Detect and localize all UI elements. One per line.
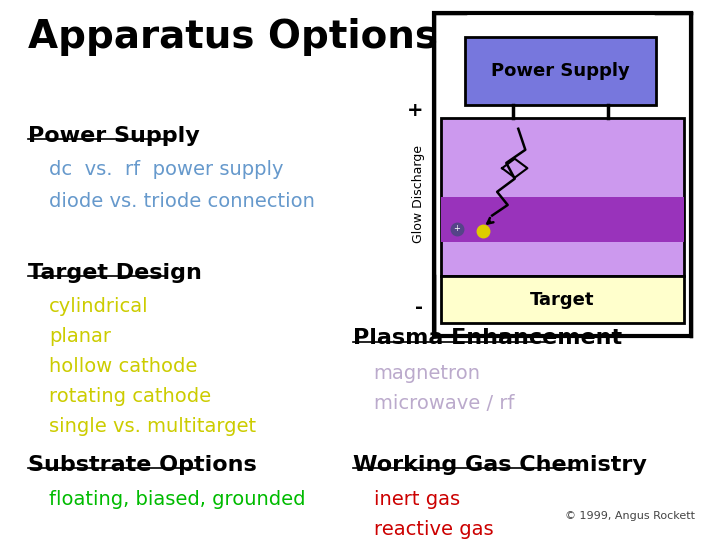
Text: diode vs. triode connection: diode vs. triode connection	[50, 192, 315, 211]
Text: magnetron: magnetron	[374, 364, 481, 383]
Text: Plasma Enhancement: Plasma Enhancement	[353, 328, 621, 348]
Text: hollow cathode: hollow cathode	[50, 357, 198, 376]
FancyBboxPatch shape	[441, 276, 684, 323]
Text: microwave / rf: microwave / rf	[374, 394, 514, 413]
Text: inert gas: inert gas	[374, 490, 460, 509]
Text: Target Design: Target Design	[28, 263, 202, 283]
FancyBboxPatch shape	[441, 118, 684, 276]
Text: Target: Target	[530, 291, 595, 308]
Text: -: -	[415, 298, 423, 317]
Text: Glow Discharge: Glow Discharge	[412, 145, 425, 244]
Text: © 1999, Angus Rockett: © 1999, Angus Rockett	[564, 511, 695, 521]
Text: single vs. multitarget: single vs. multitarget	[50, 417, 256, 436]
Text: planar: planar	[50, 327, 112, 346]
Text: cylindrical: cylindrical	[50, 297, 149, 316]
FancyBboxPatch shape	[441, 197, 684, 242]
Text: Apparatus Options: Apparatus Options	[28, 18, 438, 56]
Text: rotating cathode: rotating cathode	[50, 387, 212, 406]
FancyBboxPatch shape	[465, 37, 656, 105]
Text: reactive gas: reactive gas	[374, 520, 493, 539]
Text: Substrate Options: Substrate Options	[28, 455, 257, 475]
Text: +: +	[407, 101, 423, 120]
Text: +: +	[454, 224, 460, 233]
Text: Working Gas Chemistry: Working Gas Chemistry	[353, 455, 647, 475]
Text: Power Supply: Power Supply	[491, 62, 630, 80]
Text: floating, biased, grounded: floating, biased, grounded	[50, 490, 306, 509]
Text: Power Supply: Power Supply	[28, 126, 200, 146]
Text: dc  vs.  rf  power supply: dc vs. rf power supply	[50, 160, 284, 179]
